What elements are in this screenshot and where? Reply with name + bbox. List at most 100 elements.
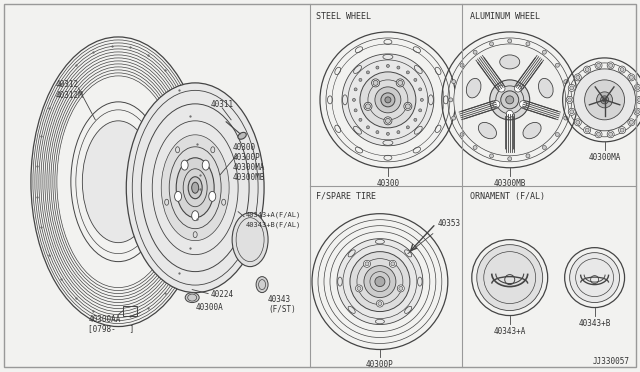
Circle shape	[389, 260, 396, 267]
Circle shape	[375, 87, 401, 113]
FancyArrowPatch shape	[524, 109, 556, 119]
Circle shape	[405, 104, 410, 109]
Circle shape	[397, 66, 400, 69]
Bar	[124, 305, 137, 315]
Circle shape	[367, 71, 369, 74]
Text: 40300: 40300	[376, 179, 399, 188]
Text: F/SPARE TIRE: F/SPARE TIRE	[316, 192, 376, 201]
Circle shape	[566, 96, 573, 103]
Circle shape	[568, 108, 575, 115]
Circle shape	[607, 131, 614, 138]
Circle shape	[636, 96, 640, 103]
Circle shape	[391, 262, 395, 266]
Circle shape	[350, 251, 410, 312]
Circle shape	[573, 69, 636, 131]
Circle shape	[508, 157, 512, 161]
Circle shape	[609, 64, 612, 67]
Circle shape	[584, 126, 591, 134]
Circle shape	[620, 128, 624, 132]
Circle shape	[460, 132, 464, 137]
Ellipse shape	[500, 55, 520, 69]
Circle shape	[526, 154, 530, 158]
Circle shape	[406, 126, 410, 129]
Ellipse shape	[523, 122, 541, 139]
Ellipse shape	[192, 182, 198, 193]
Circle shape	[585, 68, 589, 71]
Circle shape	[490, 80, 530, 120]
Text: 40353: 40353	[438, 219, 461, 228]
Ellipse shape	[467, 78, 481, 98]
Circle shape	[600, 96, 609, 104]
Ellipse shape	[192, 211, 198, 221]
Text: 40300A: 40300A	[195, 302, 223, 312]
Circle shape	[473, 50, 477, 54]
Circle shape	[490, 154, 493, 158]
Circle shape	[595, 131, 602, 138]
Circle shape	[477, 245, 543, 311]
Text: (F/ST): (F/ST)	[268, 305, 296, 314]
Circle shape	[397, 80, 403, 86]
Circle shape	[520, 101, 527, 108]
Text: 40224: 40224	[210, 289, 234, 299]
FancyArrowPatch shape	[461, 101, 493, 111]
Circle shape	[372, 79, 380, 87]
Circle shape	[357, 286, 361, 291]
Ellipse shape	[175, 191, 182, 201]
Circle shape	[359, 118, 362, 121]
Circle shape	[387, 64, 389, 67]
Circle shape	[406, 71, 410, 74]
Circle shape	[396, 79, 404, 87]
Circle shape	[387, 132, 389, 135]
Circle shape	[603, 98, 607, 102]
Circle shape	[373, 80, 378, 86]
Ellipse shape	[202, 160, 209, 170]
Ellipse shape	[238, 132, 246, 139]
Circle shape	[473, 145, 477, 150]
Ellipse shape	[126, 83, 264, 293]
Text: 40343+A: 40343+A	[493, 327, 526, 336]
Circle shape	[364, 260, 371, 267]
Circle shape	[454, 44, 566, 156]
Circle shape	[629, 120, 634, 124]
Text: 40300MB: 40300MB	[232, 173, 264, 182]
Circle shape	[385, 118, 390, 124]
Ellipse shape	[478, 122, 497, 139]
Circle shape	[376, 131, 379, 134]
Circle shape	[526, 42, 530, 46]
Circle shape	[420, 98, 423, 101]
Circle shape	[506, 110, 513, 117]
Circle shape	[359, 78, 362, 81]
Ellipse shape	[188, 177, 202, 199]
Circle shape	[556, 63, 559, 67]
Circle shape	[353, 98, 355, 101]
Circle shape	[607, 62, 614, 69]
Circle shape	[356, 285, 362, 292]
Text: 40343: 40343	[268, 295, 291, 304]
Circle shape	[354, 88, 357, 91]
Ellipse shape	[176, 158, 214, 218]
Circle shape	[585, 128, 589, 132]
Circle shape	[634, 84, 640, 92]
Circle shape	[364, 102, 372, 110]
Circle shape	[414, 118, 417, 121]
Circle shape	[364, 266, 396, 298]
Circle shape	[515, 85, 522, 92]
FancyArrowPatch shape	[484, 58, 503, 84]
Circle shape	[634, 108, 640, 115]
Circle shape	[619, 126, 625, 134]
Text: 40300P: 40300P	[232, 153, 260, 162]
Text: 40343+A(F/AL): 40343+A(F/AL)	[246, 212, 301, 218]
Circle shape	[566, 98, 571, 102]
Circle shape	[376, 66, 379, 69]
Circle shape	[493, 101, 500, 108]
Ellipse shape	[209, 191, 216, 201]
Circle shape	[636, 86, 639, 90]
Circle shape	[399, 286, 403, 291]
Text: 40300: 40300	[232, 143, 255, 152]
Circle shape	[375, 277, 385, 286]
Text: ORNAMENT (F/AL): ORNAMENT (F/AL)	[470, 192, 545, 201]
Circle shape	[637, 98, 640, 102]
Text: 40343+B: 40343+B	[579, 318, 611, 327]
Text: 40300MA: 40300MA	[588, 153, 621, 162]
Ellipse shape	[256, 277, 268, 293]
